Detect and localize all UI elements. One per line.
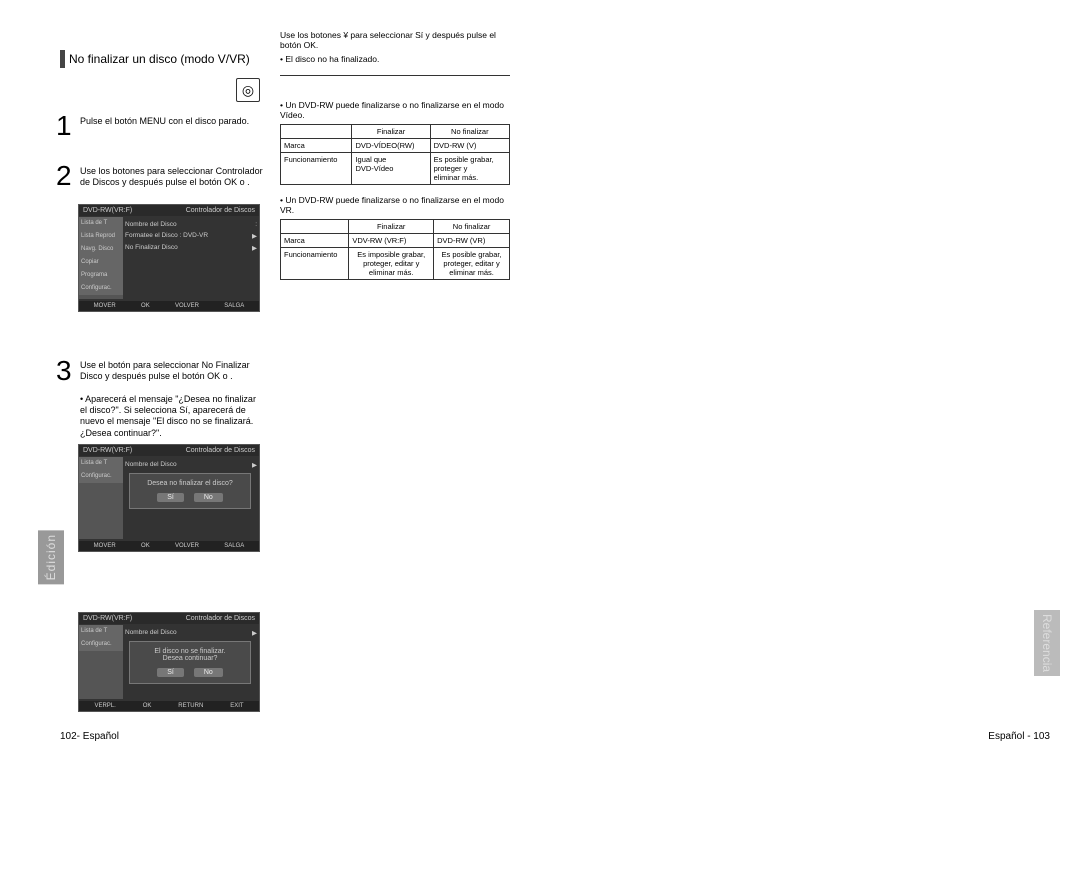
osd-row: Formatee el Disco : DVD-VR▶ <box>125 230 257 242</box>
section-header: No finalizar un disco (modo V/VR) <box>60 50 250 68</box>
osd-sidebar: Lista de T Configurac. <box>79 625 123 699</box>
osd-screenshot-2: DVD-RW(VR:F) Controlador de Discos Lista… <box>78 444 260 552</box>
section-title: No finalizar un disco (modo V/VR) <box>69 52 250 66</box>
osd-header-right: Controlador de Discos <box>186 207 255 214</box>
side-tab-referencia: Referencia <box>1034 610 1060 676</box>
step-text-3: Use el botón para seleccionar No Finaliz… <box>80 360 265 439</box>
step-number-3: 3 <box>56 355 72 387</box>
page-number-left: 102- Español <box>60 731 119 742</box>
osd-sidebar: Lista de T Configurac. <box>79 457 123 539</box>
page-number-right: Español - 103 <box>988 731 1050 742</box>
osd-sidebar-item: Configurac. <box>79 638 123 651</box>
side-tab-edicion: Édición <box>38 530 64 584</box>
dialog-line-1: El disco no se finalizar. <box>134 648 246 655</box>
osd-sidebar-item: Configurac. <box>79 470 123 483</box>
osd-sidebar: Lista de T Lista Reprod Navg. Disco Copi… <box>79 217 123 299</box>
osd-sidebar-item: Programa <box>79 269 123 282</box>
divider <box>280 75 510 76</box>
osd-sidebar-item: Lista de T <box>79 625 123 638</box>
header-bar <box>60 50 65 68</box>
dialog-yes-button: Sí <box>157 493 184 502</box>
note-text: • Un DVD-RW puede finalizarse o no final… <box>280 100 510 120</box>
osd-sidebar-item: Lista de T <box>79 217 123 230</box>
osd-header: DVD-RW(VR:F) Controlador de Discos <box>79 445 259 456</box>
dialog-no-button: No <box>194 668 223 677</box>
osd-row: Nombre del Disco▶ <box>125 459 257 471</box>
step-text-1: Pulse el botón MENU con el disco parado. <box>80 116 265 127</box>
osd-main: Nombre del Disco▶ <box>125 459 257 471</box>
step-text-2: Use los botones para seleccionar Control… <box>80 166 265 189</box>
osd-footer: VERPL.OKRETURNEXIT <box>79 701 259 711</box>
osd-sidebar-item: Lista de T <box>79 457 123 470</box>
osd-sidebar-item: Lista Reprod <box>79 230 123 243</box>
step-number-2: 2 <box>56 160 72 192</box>
osd-main: Nombre del Disco: Formatee el Disco : DV… <box>125 219 257 254</box>
step-number-1: 1 <box>56 110 72 142</box>
osd-footer: MOVER OK VOLVER SALGA <box>79 301 259 311</box>
dialog-no-button: No <box>194 493 223 502</box>
osd-header-left: DVD-RW(VR:F) <box>83 207 132 214</box>
bullet-text: • El disco no ha finalizado. <box>280 54 510 64</box>
osd-dialog: Desea no finalizar el disco? Sí No <box>129 473 251 509</box>
osd-main: Nombre del Disco▶ <box>125 627 257 639</box>
osd-sidebar-item: Copiar <box>79 256 123 269</box>
osd-screenshot-3: DVD-RW(VR:F) Controlador de Discos Lista… <box>78 612 260 712</box>
finalize-table-vr: Finalizar No finalizar Marca VDV-RW (VR:… <box>280 219 510 280</box>
osd-sidebar-item: Configurac. <box>79 282 123 295</box>
osd-header: DVD-RW(VR:F) Controlador de Discos <box>79 613 259 624</box>
finalize-table-video: Finalizar No finalizar Marca DVD-VÍDEO(R… <box>280 124 510 185</box>
osd-row: No Finalizar Disco▶ <box>125 242 257 254</box>
left-page-right-column: Use los botones ¥ para seleccionar Sí y … <box>280 30 510 280</box>
dialog-text: Desea no finalizar el disco? <box>134 480 246 487</box>
dialog-yes-button: Sí <box>157 668 184 677</box>
page-right: Referencia Referencia Solución de proble… <box>540 0 1080 762</box>
osd-row: Nombre del Disco▶ <box>125 627 257 639</box>
note-text: • Un DVD-RW puede finalizarse o no final… <box>280 195 510 215</box>
osd-footer: MOVER OK VOLVER SALGA <box>79 541 259 551</box>
osd-sidebar-item: Navg. Disco <box>79 243 123 256</box>
disc-icon: ◎ <box>236 78 260 102</box>
dialog-line-2: Desea continuar? <box>134 655 246 662</box>
page-left: Édición No finalizar un disco (modo V/VR… <box>0 0 540 762</box>
instruction-text: Use los botones ¥ para seleccionar Sí y … <box>280 30 510 50</box>
osd-header: DVD-RW(VR:F) Controlador de Discos <box>79 205 259 216</box>
osd-screenshot-1: DVD-RW(VR:F) Controlador de Discos Lista… <box>78 204 260 312</box>
osd-row: Nombre del Disco: <box>125 219 257 230</box>
osd-dialog: El disco no se finalizar. Desea continua… <box>129 641 251 684</box>
